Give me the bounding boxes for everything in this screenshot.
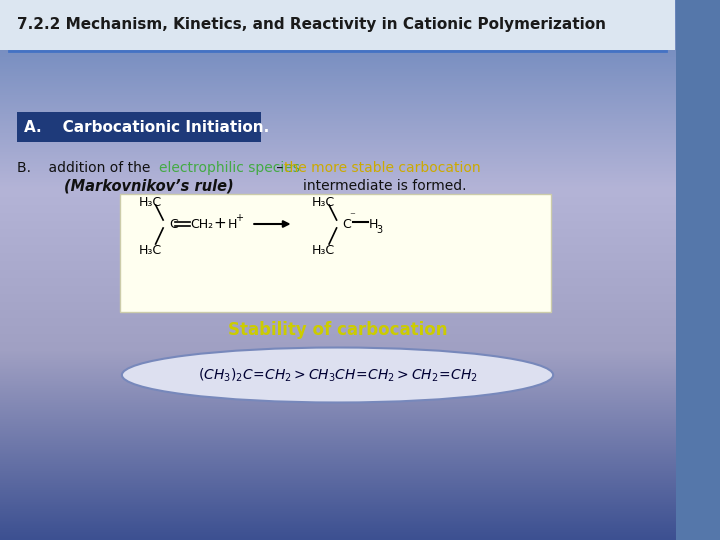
Text: intermediate is formed.: intermediate is formed. [303, 179, 467, 193]
Text: H₃C: H₃C [312, 244, 336, 256]
Text: H₃C: H₃C [312, 195, 336, 208]
Text: H₃C: H₃C [139, 195, 162, 208]
Ellipse shape [122, 348, 553, 402]
Text: 3: 3 [376, 225, 382, 235]
Text: electrophilic species: electrophilic species [159, 161, 300, 175]
Text: the more stable carbocation: the more stable carbocation [284, 161, 481, 175]
Text: 7.2.2 Mechanism, Kinetics, and Reactivity in Cationic Polymerization: 7.2.2 Mechanism, Kinetics, and Reactivit… [17, 17, 606, 32]
Text: C: C [168, 218, 178, 231]
Text: +: + [235, 213, 243, 223]
Text: H: H [228, 218, 237, 231]
Text: B.    addition of the: B. addition of the [17, 161, 155, 175]
Text: CH₂: CH₂ [190, 218, 213, 231]
Text: (Markovnikov’s rule): (Markovnikov’s rule) [64, 179, 233, 193]
FancyBboxPatch shape [17, 112, 261, 142]
Text: H: H [369, 218, 378, 231]
FancyBboxPatch shape [120, 194, 552, 312]
Text: H₃C: H₃C [139, 244, 162, 256]
Text: +: + [214, 217, 227, 232]
Text: C: C [342, 218, 351, 231]
FancyBboxPatch shape [0, 0, 675, 50]
Text: A.    Carbocationic Initiation.: A. Carbocationic Initiation. [24, 119, 269, 134]
Text: Stability of carbocation: Stability of carbocation [228, 321, 447, 339]
Text: ⁻: ⁻ [350, 211, 356, 221]
Text: –: – [272, 161, 287, 175]
Text: $(CH_3)_2C\!=\!CH_2 > CH_3CH\!=\!CH_2 > CH_2\!=\!CH_2$: $(CH_3)_2C\!=\!CH_2 > CH_3CH\!=\!CH_2 > … [197, 366, 477, 384]
